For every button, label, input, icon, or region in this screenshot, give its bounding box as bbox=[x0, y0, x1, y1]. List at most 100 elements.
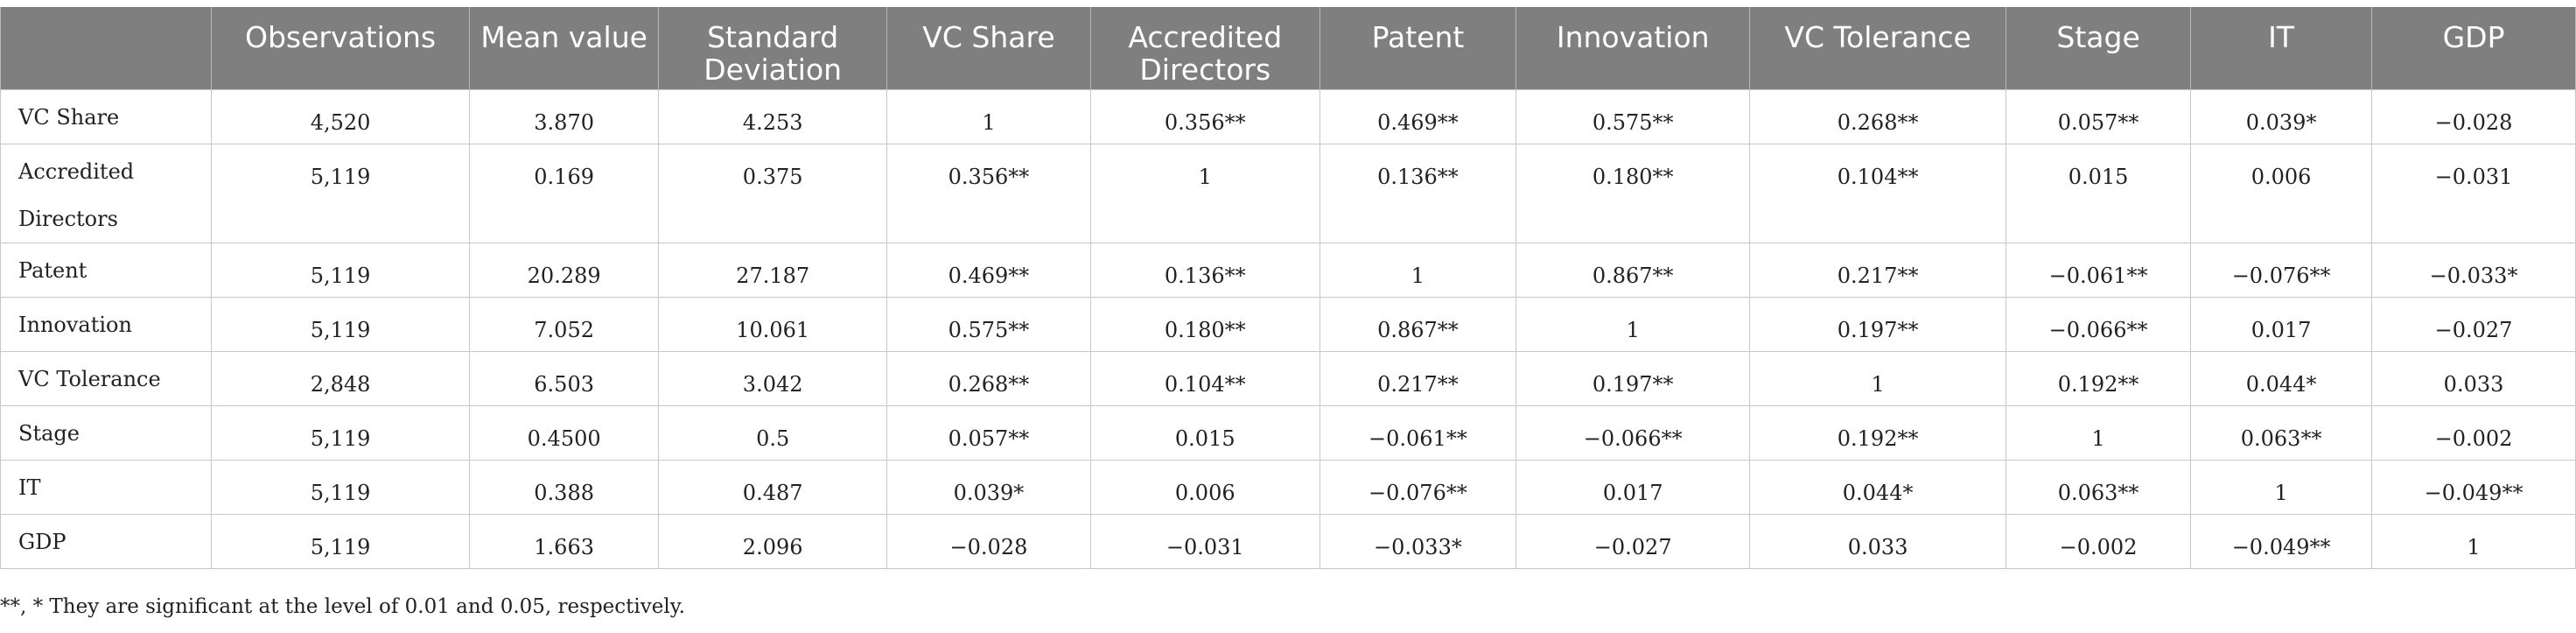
table-cell: 2,848 bbox=[211, 350, 471, 406]
table-cell: 0.867** bbox=[1319, 296, 1517, 352]
header-patent: Patent bbox=[1319, 7, 1517, 89]
header-innovation: Innovation bbox=[1516, 7, 1751, 89]
table-row: VC Tolerance 2,848 6.503 3.042 0.268** 0.104*… bbox=[0, 350, 2576, 406]
table-cell: 5,119 bbox=[211, 459, 471, 515]
table-cell: 0.487 bbox=[658, 459, 888, 515]
table-cell: 3.042 bbox=[658, 350, 888, 406]
header-vc-share: VC Share bbox=[886, 7, 1091, 89]
table-cell: 2.096 bbox=[658, 513, 888, 569]
header-standard-deviation: Standard Deviation bbox=[658, 7, 888, 89]
table-cell: 0.104** bbox=[1089, 350, 1320, 406]
table-cell: 0.015 bbox=[1089, 404, 1320, 461]
table-cell: 0.015 bbox=[2006, 143, 2192, 243]
table-cell: −0.028 bbox=[886, 513, 1091, 569]
header-it: IT bbox=[2190, 7, 2373, 89]
table-footnote: **, * They are significant at the level … bbox=[0, 595, 685, 618]
row-label: Patent bbox=[0, 242, 213, 298]
table-cell: 0.017 bbox=[2190, 296, 2373, 352]
table-cell: 0.469** bbox=[886, 242, 1091, 298]
table-cell: 0.136** bbox=[1089, 242, 1320, 298]
table-cell: 7.052 bbox=[469, 296, 660, 352]
table-cell: 0.356** bbox=[886, 143, 1091, 243]
table-cell: −0.031 bbox=[1089, 513, 1320, 569]
row-label: GDP bbox=[0, 513, 213, 569]
table-row: Patent 5,119 20.289 27.187 0.469** 0.136** 1 0.… bbox=[0, 242, 2576, 298]
table-cell: −0.033* bbox=[2371, 242, 2576, 298]
header-gdp: GDP bbox=[2371, 7, 2576, 89]
header-vc-tolerance: VC Tolerance bbox=[1749, 7, 2007, 89]
table-cell: 0.356** bbox=[1089, 88, 1320, 144]
header-observations: Observations bbox=[211, 7, 471, 89]
row-label: Stage bbox=[0, 404, 213, 461]
table-cell: 1 bbox=[1089, 143, 1320, 243]
table-cell: 0.197** bbox=[1749, 296, 2007, 352]
table-cell: −0.066** bbox=[1516, 404, 1751, 461]
table-cell: 1 bbox=[886, 88, 1091, 144]
table-cell: 0.4500 bbox=[469, 404, 660, 461]
table-cell: 4,520 bbox=[211, 88, 471, 144]
table-cell: 1 bbox=[2371, 513, 2576, 569]
table-cell: 0.388 bbox=[469, 459, 660, 515]
table-cell: 1.663 bbox=[469, 513, 660, 569]
table-cell: −0.061** bbox=[2006, 242, 2192, 298]
table-cell: 0.268** bbox=[886, 350, 1091, 406]
table-cell: 0.469** bbox=[1319, 88, 1517, 144]
table-cell: −0.033* bbox=[1319, 513, 1517, 569]
table-cell: 6.503 bbox=[469, 350, 660, 406]
header-accredited-directors: Accredited Directors bbox=[1089, 7, 1320, 89]
header-row: Observations Mean value Standard Deviati… bbox=[0, 7, 2576, 89]
row-label: VC Share bbox=[0, 88, 213, 144]
table-cell: 1 bbox=[1319, 242, 1517, 298]
table-cell: 0.867** bbox=[1516, 242, 1751, 298]
table-row: VC Share 4,520 3.870 4.253 1 0.356** 0.469** 0.… bbox=[0, 88, 2576, 144]
table-cell: −0.027 bbox=[2371, 296, 2576, 352]
table-cell: 5,119 bbox=[211, 404, 471, 461]
table-cell: 0.033 bbox=[2371, 350, 2576, 406]
correlation-table-container: Observations Mean value Standard Deviati… bbox=[0, 7, 2576, 569]
table-cell: 0.039* bbox=[2190, 88, 2373, 144]
table-cell: 4.253 bbox=[658, 88, 888, 144]
table-cell: −0.061** bbox=[1319, 404, 1517, 461]
table-cell: 5,119 bbox=[211, 513, 471, 569]
header-mean-value: Mean value bbox=[469, 7, 660, 89]
table-row: IT 5,119 0.388 0.487 0.039* 0.006 −0.076** 0.01… bbox=[0, 459, 2576, 515]
table-row: Innovation 5,119 7.052 10.061 0.575** 0.180**… bbox=[0, 296, 2576, 352]
table-cell: 0.104** bbox=[1749, 143, 2007, 243]
table-cell: −0.076** bbox=[2190, 242, 2373, 298]
table-cell: 0.192** bbox=[2006, 350, 2192, 406]
table-cell: −0.027 bbox=[1516, 513, 1751, 569]
table-cell: −0.076** bbox=[1319, 459, 1517, 515]
table-cell: 0.006 bbox=[2190, 143, 2373, 243]
table-cell: −0.002 bbox=[2006, 513, 2192, 569]
table-cell: 0.217** bbox=[1319, 350, 1517, 406]
table-cell: 5,119 bbox=[211, 296, 471, 352]
table-row: GDP 5,119 1.663 2.096 −0.028 −0.031 −0.033* −0.… bbox=[0, 513, 2576, 569]
table-cell: 3.870 bbox=[469, 88, 660, 144]
header-corner bbox=[0, 7, 213, 89]
row-label: Innovation bbox=[0, 296, 213, 352]
table-cell: 0.044* bbox=[1749, 459, 2007, 515]
table-cell: 0.006 bbox=[1089, 459, 1320, 515]
row-label: VC Tolerance bbox=[0, 350, 213, 406]
table-cell: −0.066** bbox=[2006, 296, 2192, 352]
table-cell: 1 bbox=[1749, 350, 2007, 406]
table-row: Accredited Directors 5,119 0.169 0.375 0.356… bbox=[0, 143, 2576, 243]
table-cell: 1 bbox=[2190, 459, 2373, 515]
table-cell: 0.057** bbox=[886, 404, 1091, 461]
table-cell: 0.5 bbox=[658, 404, 888, 461]
table-cell: 0.375 bbox=[658, 143, 888, 243]
table-cell: 0.039* bbox=[886, 459, 1091, 515]
table-cell: 0.033 bbox=[1749, 513, 2007, 569]
table-cell: 0.063** bbox=[2006, 459, 2192, 515]
table-cell: 10.061 bbox=[658, 296, 888, 352]
table-cell: 5,119 bbox=[211, 242, 471, 298]
table-cell: 0.192** bbox=[1749, 404, 2007, 461]
table-cell: 0.169 bbox=[469, 143, 660, 243]
table-cell: 0.063** bbox=[2190, 404, 2373, 461]
row-label: IT bbox=[0, 459, 213, 515]
table-body: VC Share 4,520 3.870 4.253 1 0.356** 0.469** 0.… bbox=[0, 88, 2576, 569]
table-cell: −0.049** bbox=[2190, 513, 2373, 569]
table-cell: 0.180** bbox=[1516, 143, 1751, 243]
table-cell: 0.057** bbox=[2006, 88, 2192, 144]
row-label: Accredited Directors bbox=[0, 143, 213, 243]
